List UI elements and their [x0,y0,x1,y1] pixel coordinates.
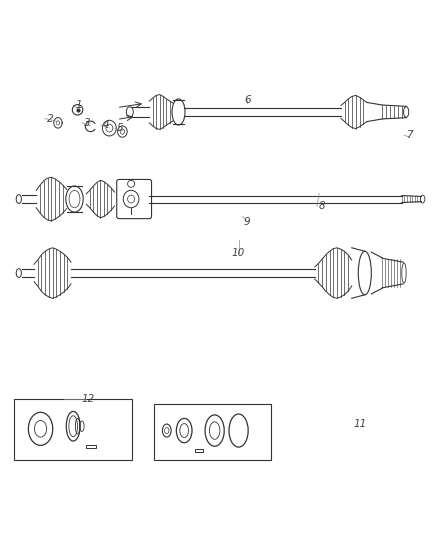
Text: 4: 4 [102,120,110,130]
Text: 11: 11 [354,419,367,429]
Text: 6: 6 [244,95,251,105]
Text: 9: 9 [244,217,251,227]
Text: 10: 10 [232,248,245,259]
Text: 1: 1 [75,100,82,110]
Bar [86,445,96,448]
Bar [195,449,203,453]
Text: 8: 8 [319,201,325,212]
Text: 5: 5 [117,123,123,133]
Text: 7: 7 [406,130,413,140]
Bar [14,399,132,460]
Text: 2: 2 [47,114,53,124]
Text: 12: 12 [82,394,95,404]
Bar [154,403,271,460]
Text: 3: 3 [84,118,91,128]
